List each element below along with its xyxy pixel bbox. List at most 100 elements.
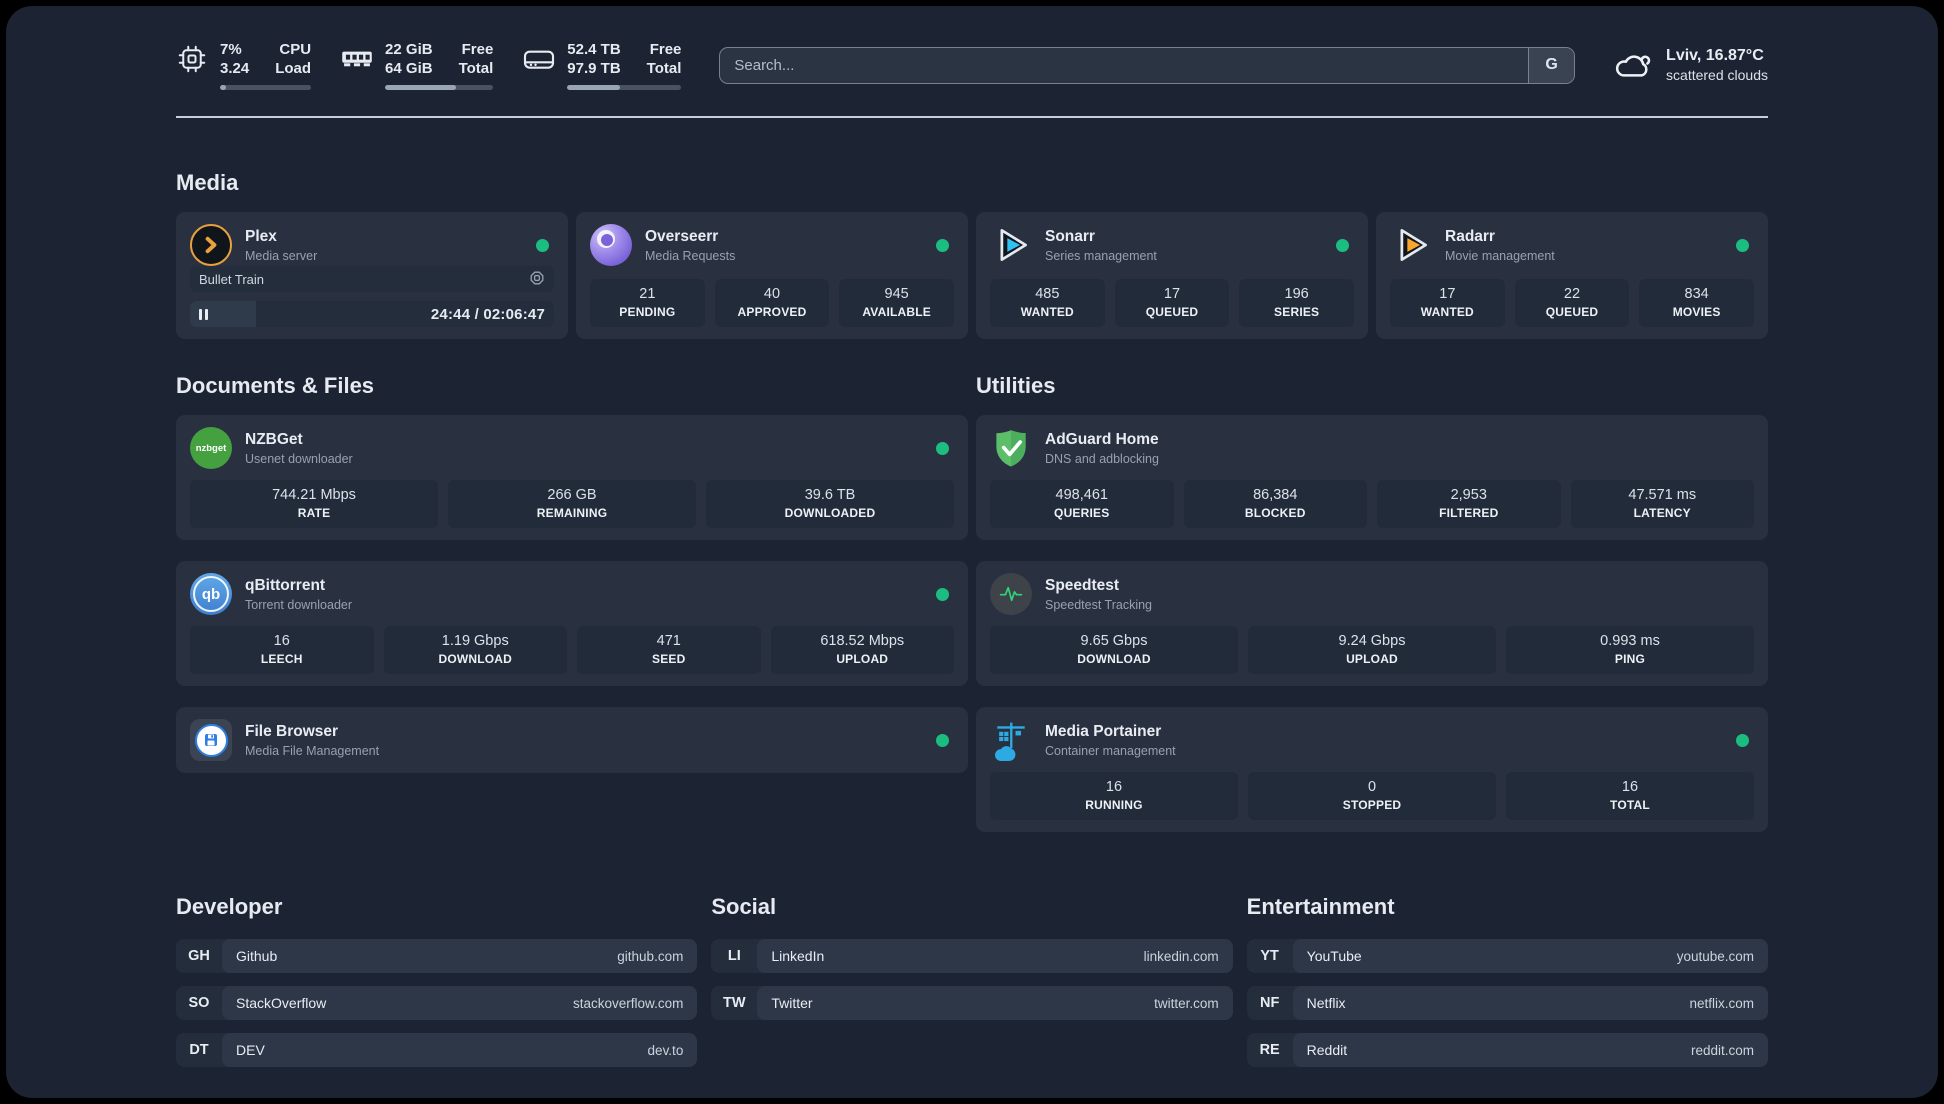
plex-icon [190, 224, 232, 266]
search-input[interactable] [719, 46, 1576, 84]
pause-icon [199, 308, 208, 320]
bookmark-url: netflix.com [1689, 995, 1754, 1011]
app-card-filebrowser[interactable]: File Browser Media File Management [176, 707, 968, 773]
app-desc: Media Requests [645, 248, 736, 263]
cpu-load-value: 3.24 [220, 60, 250, 77]
status-online-dot [936, 238, 949, 252]
status-online-dot [936, 441, 949, 455]
stat-box: 16 RUNNING [990, 772, 1238, 820]
bookmark-abbr: DT [189, 1042, 209, 1058]
stat-box: 485 WANTED [990, 279, 1105, 327]
app-card-overseerr[interactable]: Overseerr Media Requests 21 PENDING 40 APP… [576, 212, 968, 339]
stat-box: 834 MOVIES [1639, 279, 1754, 327]
stat-box: 1.19 Gbps DOWNLOAD [383, 626, 567, 674]
bookmark-group-social: Social LI LinkedIn linkedin.com TW Twitte… [711, 894, 1233, 1080]
app-card-sonarr[interactable]: Sonarr Series management 485 WANTED 17 QUE… [976, 212, 1368, 339]
system-stats: 7% CPU 3.24 Load [176, 40, 682, 90]
section-title-utilities: Utilities [976, 373, 1056, 398]
bookmark-url: github.com [617, 948, 684, 964]
status-online-dot [936, 733, 949, 747]
stat-box: 618.52 Mbps UPLOAD [770, 626, 954, 674]
bookmark-group-entertainment: Entertainment YT YouTube youtube.com NF N… [1246, 894, 1768, 1080]
app-card-adguard[interactable]: AdGuard Home DNS and adblocking 498,461 Q… [976, 415, 1768, 540]
app-desc: Media server [245, 248, 318, 263]
stat-box: 0 STOPPED [1248, 772, 1496, 820]
section-utilities: Utilities AdGuard Home DNS and adblockin… [976, 373, 1768, 832]
cpu-progress-bar [220, 85, 312, 90]
app-desc: Media File Management [245, 743, 380, 758]
stat-box: 47.571 ms LATENCY [1570, 480, 1754, 528]
section-media: Media Plex Media server Bullet Train [176, 170, 1768, 339]
memory-total-label: Total [458, 60, 494, 77]
stat-box: 16 TOTAL [1506, 772, 1754, 820]
app-desc: Speedtest Tracking [1045, 597, 1153, 612]
bookmark-url: dev.to [647, 1042, 684, 1058]
disk-total-label: Total [646, 60, 682, 77]
stat-box: 17 WANTED [1390, 279, 1505, 327]
hard-drive-icon [523, 43, 555, 75]
search-provider-button[interactable]: G [1528, 47, 1575, 83]
stat-box: 16 LEECH [190, 626, 374, 674]
bookmark-name: Reddit [1306, 1042, 1348, 1058]
app-card-qbittorrent[interactable]: qb qBittorrent Torrent downloader 16 LEEC… [176, 561, 968, 686]
app-desc: Container management [1045, 743, 1176, 758]
bookmark-name: DEV [236, 1042, 265, 1058]
bookmark-url: reddit.com [1690, 1042, 1754, 1058]
app-card-plex[interactable]: Plex Media server Bullet Train [176, 212, 568, 339]
weather-condition: scattered clouds [1666, 67, 1768, 83]
bookmark-group-title: Entertainment [1246, 894, 1395, 919]
stat-box: 21 PENDING [590, 279, 705, 327]
disk-progress-bar [567, 85, 682, 90]
stat-box: 744.21 Mbps RATE [190, 480, 438, 528]
bookmark-row-reddit[interactable]: RE Reddit reddit.com [1246, 1033, 1768, 1067]
disk-stat: 52.4 TB Free 97.9 TB Total [523, 40, 682, 90]
app-card-radarr[interactable]: Radarr Movie management 17 WANTED 22 QUEUE… [1376, 212, 1768, 339]
stat-box: 196 SERIES [1239, 279, 1354, 327]
bookmark-abbr: GH [188, 948, 210, 964]
memory-total-value: 64 GiB [385, 60, 433, 77]
app-card-nzbget[interactable]: nzbget NZBGet Usenet downloader 744.21 M… [176, 415, 968, 540]
now-playing-title: Bullet Train [199, 271, 265, 287]
stat-box: 86,384 BLOCKED [1183, 480, 1367, 528]
stat-box: 9.24 Gbps UPLOAD [1248, 626, 1496, 674]
weather-location-temp: Lviv, 16.87°C [1666, 47, 1764, 64]
scattered-clouds-icon [1613, 50, 1653, 80]
portainer-icon [990, 719, 1032, 761]
bookmark-row-dev[interactable]: DT DEV dev.to [176, 1033, 698, 1067]
bookmark-abbr: NF [1259, 995, 1280, 1011]
bookmark-row-youtube[interactable]: YT YouTube youtube.com [1246, 939, 1768, 973]
section-title-media: Media [176, 170, 239, 195]
adguard-icon [990, 427, 1032, 469]
search-bar: G [719, 46, 1576, 84]
bookmark-row-stackoverflow[interactable]: SO StackOverflow stackoverflow.com [176, 986, 698, 1020]
section-title-documents: Documents & Files [176, 373, 375, 398]
cpu-load-label: Load [275, 60, 312, 77]
stat-box: 2,953 FILTERED [1377, 480, 1561, 528]
app-desc: Usenet downloader [245, 451, 353, 466]
app-name: Media Portainer [1045, 722, 1162, 740]
overseerr-icon [590, 224, 632, 266]
weather-widget: Lviv, 16.87°C scattered clouds [1613, 46, 1768, 84]
status-online-dot [536, 238, 549, 252]
disk-free-value: 52.4 TB [567, 41, 621, 58]
cpu-stat: 7% CPU 3.24 Load [176, 40, 312, 90]
stat-box: 9.65 Gbps DOWNLOAD [990, 626, 1238, 674]
app-name: Sonarr [1045, 227, 1095, 245]
bookmark-row-netflix[interactable]: NF Netflix netflix.com [1246, 986, 1768, 1020]
app-card-speedtest[interactable]: Speedtest Speedtest Tracking 9.65 Gbps DO… [976, 561, 1768, 686]
stat-box: 39.6 TB DOWNLOADED [706, 480, 954, 528]
app-name: AdGuard Home [1045, 430, 1159, 448]
bookmark-name: StackOverflow [236, 995, 327, 1011]
header-divider [176, 116, 1768, 118]
memory-free-label: Free [461, 41, 494, 58]
sonarr-icon [990, 224, 1032, 266]
bookmark-row-linkedin[interactable]: LI LinkedIn linkedin.com [711, 939, 1233, 973]
memory-stat: 22 GiB Free 64 GiB Total [341, 40, 494, 90]
memory-progress-bar [385, 85, 494, 90]
speedtest-icon [990, 573, 1032, 615]
app-name: File Browser [245, 722, 339, 740]
bookmark-row-github[interactable]: GH Github github.com [176, 939, 698, 973]
bookmark-row-twitter[interactable]: TW Twitter twitter.com [711, 986, 1233, 1020]
app-desc: DNS and adblocking [1045, 451, 1159, 466]
app-card-portainer[interactable]: Media Portainer Container management 16 R… [976, 707, 1768, 832]
